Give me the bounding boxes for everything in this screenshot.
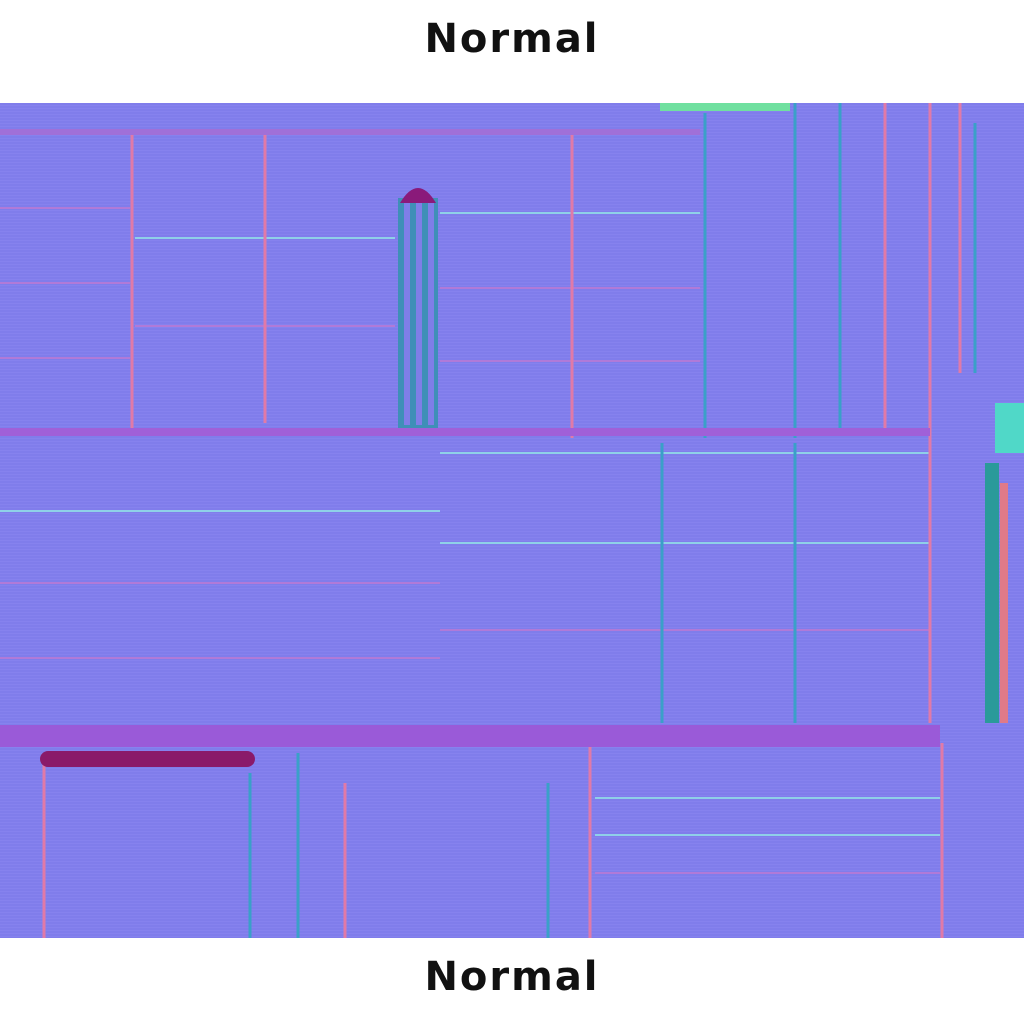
normal-map-image [0, 103, 1024, 938]
caption: Normal [424, 954, 600, 1000]
base [0, 103, 1024, 938]
panel-seams [0, 103, 1024, 938]
title: Normal [424, 16, 600, 62]
